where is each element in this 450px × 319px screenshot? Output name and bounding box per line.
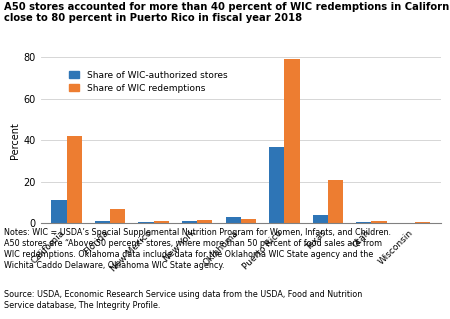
Text: Source: USDA, Economic Research Service using data from the USDA, Food and Nutri: Source: USDA, Economic Research Service … <box>4 290 363 310</box>
Bar <box>284 59 300 223</box>
Bar <box>139 222 154 223</box>
Legend: Share of WIC-authorized stores, Share of WIC redemptions: Share of WIC-authorized stores, Share of… <box>65 67 231 97</box>
Bar <box>328 180 343 223</box>
Bar <box>95 221 110 223</box>
Y-axis label: Percent: Percent <box>10 122 21 159</box>
Bar <box>225 217 241 223</box>
Bar <box>241 219 256 223</box>
Bar <box>197 220 212 223</box>
Bar <box>356 222 371 223</box>
Text: Notes: WIC = USDA’s Special Supplemental Nutrition Program for Women, Infants, a: Notes: WIC = USDA’s Special Supplemental… <box>4 228 392 271</box>
Bar <box>269 146 284 223</box>
Text: A50 stores accounted for more than 40 percent of WIC redemptions in California a: A50 stores accounted for more than 40 pe… <box>4 2 450 23</box>
Bar <box>110 209 126 223</box>
Bar <box>154 221 169 223</box>
Bar <box>182 221 197 223</box>
Bar <box>371 221 387 223</box>
Bar <box>313 215 328 223</box>
Bar <box>67 136 82 223</box>
Bar <box>415 222 430 223</box>
Bar <box>51 201 67 223</box>
